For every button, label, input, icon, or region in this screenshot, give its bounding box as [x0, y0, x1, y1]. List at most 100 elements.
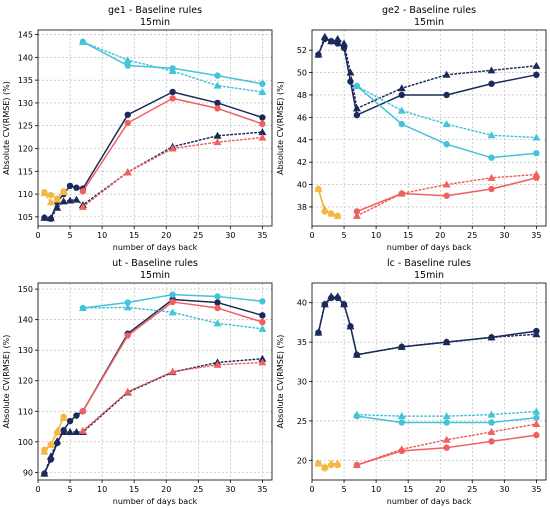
y-tick-label: 120 — [18, 145, 33, 154]
y-tick-label: 100 — [18, 438, 33, 447]
data-point — [443, 192, 450, 199]
data-point — [59, 428, 68, 436]
data-point — [442, 180, 451, 188]
data-point — [314, 185, 323, 193]
x-axis-label: number of days back — [113, 243, 198, 252]
data-point — [66, 417, 74, 425]
data-point — [259, 312, 266, 319]
data-point — [346, 68, 355, 76]
data-point — [353, 111, 361, 119]
chart-title: ge1 - Baseline rules — [108, 5, 202, 16]
data-point — [487, 410, 496, 418]
x-axis-label: number of days back — [387, 497, 472, 506]
data-point — [66, 196, 75, 204]
x-tick-label: 15 — [403, 485, 413, 494]
data-point — [213, 81, 222, 89]
y-tick-label: 30 — [297, 378, 307, 387]
data-point — [123, 168, 132, 176]
data-point — [533, 150, 540, 157]
series-line — [82, 301, 263, 412]
y-axis-label: Absolute CV(RMSE) (%) — [276, 335, 285, 429]
y-tick-label: 46 — [297, 113, 307, 122]
data-point — [168, 144, 177, 152]
data-point — [487, 173, 496, 181]
x-tick-label: 35 — [257, 231, 267, 240]
data-point — [259, 114, 266, 121]
data-point — [213, 131, 222, 139]
y-tick-label: 140 — [18, 316, 33, 325]
data-point — [78, 202, 87, 210]
data-point — [78, 304, 87, 312]
y-tick-label: 40 — [297, 299, 307, 308]
data-point — [258, 354, 267, 362]
y-tick-label: 130 — [18, 99, 33, 108]
data-point — [214, 304, 221, 312]
y-tick-label: 35 — [297, 338, 307, 347]
data-point — [397, 84, 406, 92]
x-tick-label: 5 — [342, 485, 347, 494]
data-point — [320, 462, 329, 470]
data-point — [124, 332, 131, 339]
y-tick-label: 105 — [18, 213, 33, 222]
data-point — [320, 205, 329, 213]
y-tick-label: 120 — [18, 377, 33, 386]
y-tick-label: 52 — [297, 46, 307, 55]
y-tick-label: 130 — [18, 346, 33, 355]
data-point — [53, 203, 62, 211]
y-tick-label: 125 — [18, 122, 33, 131]
x-tick-label: 15 — [129, 231, 139, 240]
data-point — [488, 438, 495, 445]
data-point — [124, 62, 131, 69]
x-tick-label: 5 — [68, 231, 73, 240]
chart-title: lc - Baseline rules — [387, 258, 471, 269]
x-tick-label: 10 — [371, 231, 381, 240]
x-tick-label: 0 — [309, 485, 314, 494]
chart-subtitle: 15min — [414, 17, 444, 28]
data-point — [59, 197, 68, 205]
y-tick-label: 20 — [297, 456, 307, 465]
data-point — [214, 72, 221, 79]
x-tick-label: 5 — [342, 231, 347, 240]
data-point — [487, 66, 496, 74]
chart-title: ge2 - Baseline rules — [382, 5, 476, 16]
data-point — [123, 387, 132, 395]
data-point — [532, 61, 541, 69]
data-point — [168, 67, 177, 75]
x-tick-label: 30 — [225, 231, 235, 240]
data-point — [168, 367, 177, 375]
data-point — [73, 412, 80, 419]
x-tick-label: 5 — [68, 485, 73, 494]
x-tick-label: 25 — [193, 485, 203, 494]
data-point — [333, 34, 342, 42]
data-point — [46, 214, 55, 222]
data-point — [397, 106, 406, 114]
data-point — [333, 459, 342, 467]
chart-title: ut - Baseline rules — [112, 258, 198, 269]
data-point — [169, 88, 176, 96]
data-point — [40, 469, 49, 477]
data-point — [352, 104, 361, 112]
data-point — [123, 56, 132, 64]
data-point — [53, 437, 62, 445]
y-tick-label: 38 — [297, 203, 307, 212]
x-tick-label: 35 — [531, 231, 541, 240]
data-point — [340, 300, 349, 308]
data-point — [214, 99, 221, 107]
data-point — [487, 333, 496, 341]
y-tick-label: 145 — [18, 31, 33, 40]
data-point — [78, 37, 87, 45]
chart-subtitle: 15min — [414, 270, 444, 281]
data-point — [397, 412, 406, 420]
y-tick-label: 48 — [297, 91, 307, 100]
data-point — [78, 426, 87, 434]
data-point — [488, 80, 495, 87]
data-point — [442, 435, 451, 443]
data-point — [442, 70, 451, 78]
data-point — [443, 444, 450, 451]
data-point — [259, 80, 266, 87]
data-point — [258, 133, 267, 141]
data-point — [214, 293, 221, 300]
chart-subtitle: 15min — [140, 17, 170, 28]
data-point — [442, 120, 451, 128]
y-tick-label: 115 — [18, 167, 33, 176]
